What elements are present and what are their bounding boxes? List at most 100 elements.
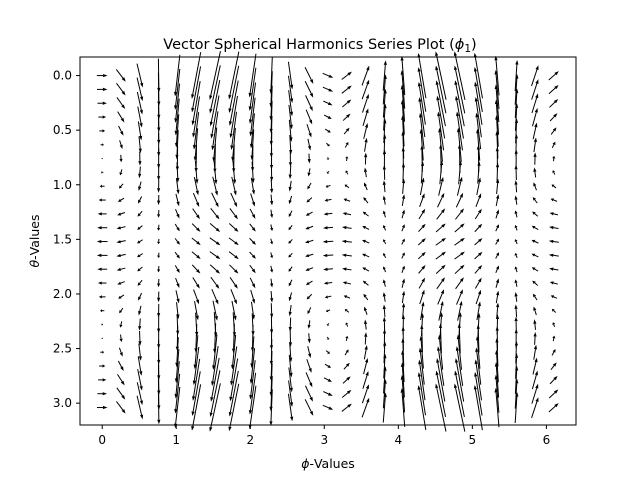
vector-arrow [115, 69, 126, 82]
vector-arrow [532, 293, 538, 301]
vector-arrow [551, 184, 557, 189]
vector-arrow [419, 289, 425, 305]
vector-arrow [173, 54, 181, 97]
vector-arrow [454, 264, 465, 275]
y-axis-ticks: 0.0 0.5 1.0 1.5 2.0 2.5 3.0 [53, 69, 80, 410]
vector-arrow [211, 192, 219, 208]
vector-arrow [531, 79, 539, 100]
vector-arrow [475, 347, 482, 385]
vector-arrow [116, 253, 126, 258]
vector-arrow [401, 265, 405, 273]
vector-arrow [382, 239, 387, 245]
vector-arrow [192, 346, 200, 386]
vector-arrow [324, 198, 332, 202]
vector-arrow [341, 389, 352, 398]
y-tick-label: 2.5 [53, 342, 72, 356]
vector-arrow [363, 306, 368, 315]
vector-arrow [533, 167, 537, 178]
vector-arrow [288, 305, 292, 317]
vector-arrow [136, 395, 144, 420]
vector-arrow [551, 308, 557, 313]
vector-arrow [401, 162, 406, 182]
vector-arrow [531, 107, 538, 127]
y-tick-label: 2.0 [53, 287, 72, 301]
vector-arrow [174, 83, 181, 123]
vector-arrow [212, 334, 218, 370]
vector-arrow [495, 194, 500, 207]
vector-arrow [436, 358, 446, 402]
vector-arrow [382, 292, 386, 302]
vector-arrow [138, 136, 142, 154]
vector-arrow [342, 113, 351, 121]
vector-arrow [230, 346, 238, 386]
vector-arrow [514, 103, 519, 131]
vector-arrow [325, 184, 331, 188]
vector-arrow [474, 251, 483, 260]
vector-arrow [533, 306, 537, 316]
vector-arrow [418, 265, 426, 274]
vector-arrow [401, 209, 405, 219]
vector-arrow [249, 223, 256, 232]
vector-arrow [419, 193, 425, 207]
vector-arrow [495, 252, 500, 259]
vector-arrow [417, 238, 426, 246]
vector-arrow [400, 388, 406, 427]
vector-arrow [401, 290, 406, 304]
vector-arrow [549, 99, 559, 108]
vector-arrow [307, 153, 311, 164]
vector-arrow [341, 71, 352, 80]
vector-arrow [229, 208, 238, 220]
vector-arrow [383, 341, 387, 364]
vector-arrow [494, 374, 500, 413]
vector-arrow [343, 362, 350, 370]
vector-arrow [382, 180, 386, 193]
vector-arrow [552, 322, 556, 327]
vector-arrow [531, 65, 539, 87]
vector-arrow [382, 225, 387, 231]
vector-arrow [514, 279, 518, 287]
vector-arrow [322, 253, 334, 258]
vector-arrow [438, 176, 444, 196]
vector-arrow [458, 160, 462, 185]
vector-arrow [250, 289, 256, 304]
vector-arrow [417, 251, 426, 260]
vector-arrow [307, 346, 312, 359]
vector-arrow [137, 106, 143, 128]
vector-arrow [119, 154, 123, 163]
vector-arrow [326, 336, 330, 340]
vector-arrow [419, 177, 425, 196]
vector-arrow [209, 370, 221, 418]
vector-arrow [324, 128, 331, 133]
vector-arrow [344, 184, 350, 189]
vector-arrow [362, 239, 370, 244]
vector-arrow [419, 335, 424, 369]
vector-arrow [456, 289, 463, 305]
vector-arrow [417, 52, 427, 99]
vector-arrow [99, 364, 106, 368]
vector-arrow [383, 353, 387, 379]
vector-arrow [228, 65, 240, 113]
vector-arrow [157, 164, 161, 181]
vector-arrow [418, 359, 426, 401]
vector-arrow [342, 212, 352, 216]
vector-arrow [323, 100, 333, 106]
vector-arrow [230, 289, 237, 305]
vector-arrow [209, 264, 221, 274]
vector-arrow [98, 295, 106, 299]
vector-arrow [270, 278, 274, 288]
vector-arrow [344, 349, 349, 356]
vector-arrow [136, 91, 143, 115]
vector-arrow [305, 109, 313, 125]
vector-arrow [213, 160, 218, 185]
vector-arrow [157, 266, 161, 273]
vector-arrow [454, 237, 465, 246]
vector-arrow [495, 265, 499, 274]
vector-arrow [435, 264, 446, 275]
vector-arrow [514, 164, 518, 181]
vector-arrow [118, 347, 123, 357]
vector-arrow [250, 193, 255, 207]
vector-arrow [455, 192, 464, 208]
vector-arrow [342, 267, 352, 271]
vector-arrow [401, 278, 405, 288]
vector-arrow [193, 177, 199, 196]
